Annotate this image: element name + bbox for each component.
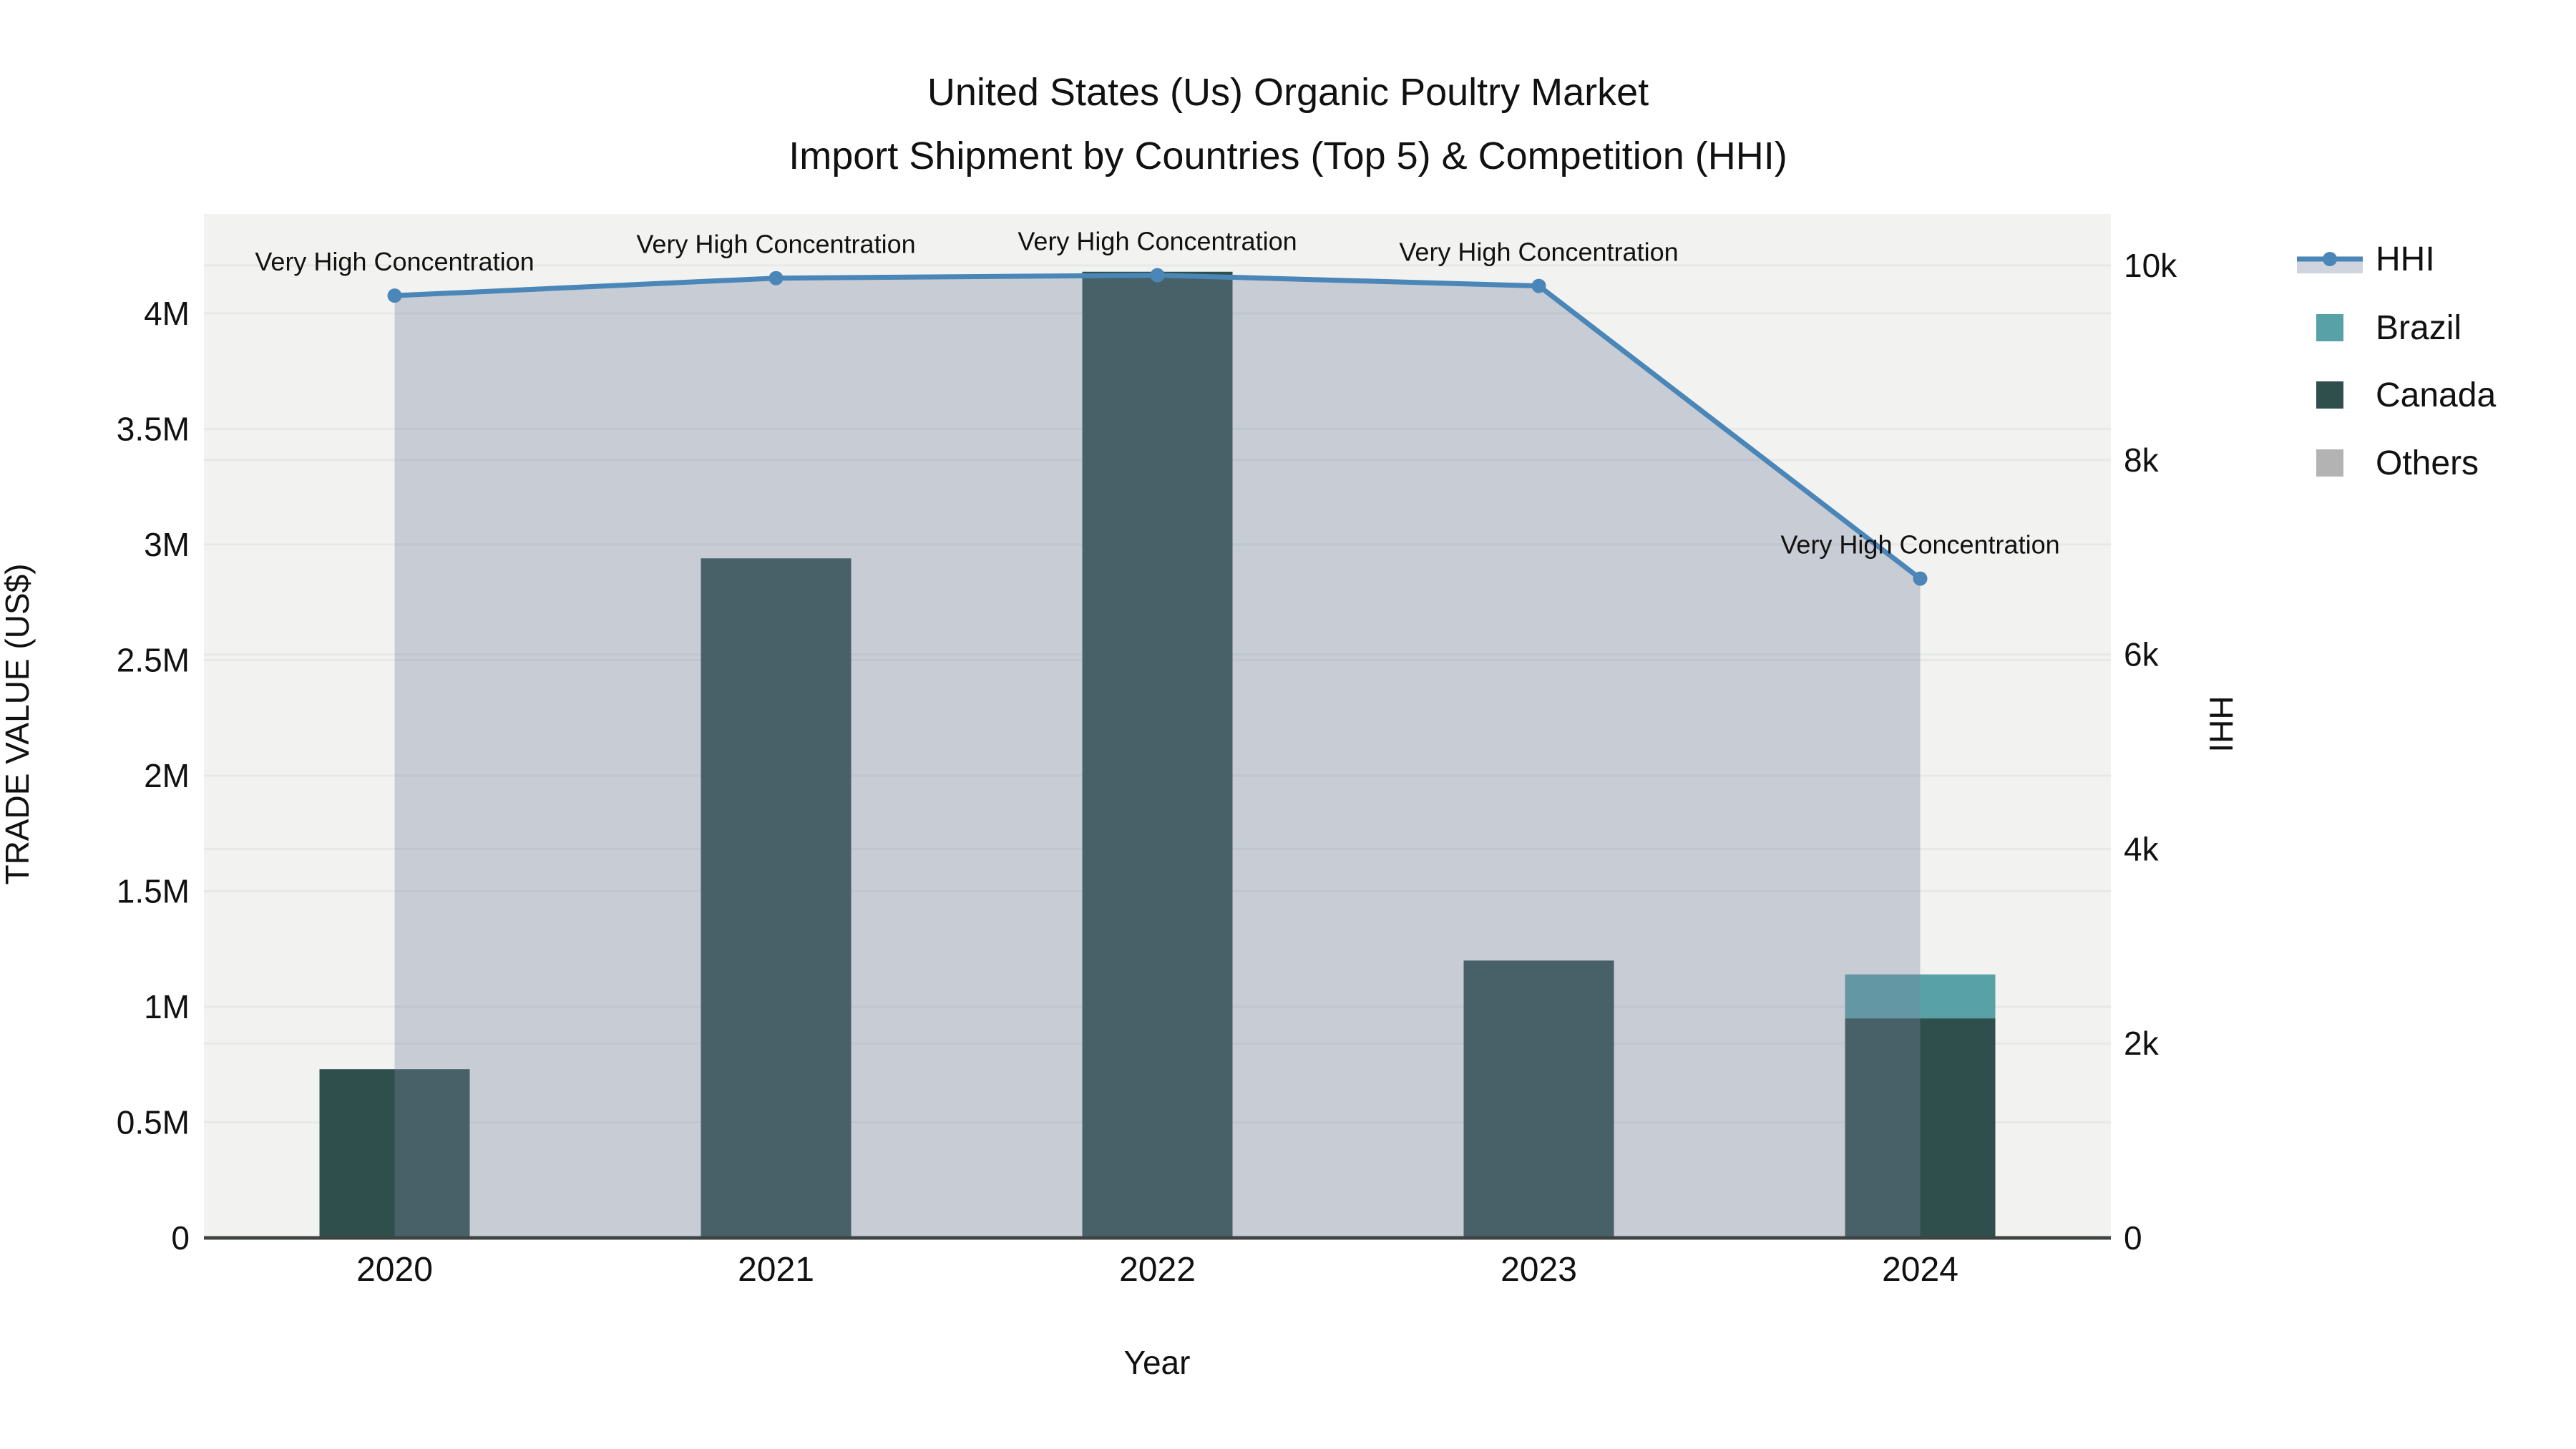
left-tick-2M: 2M xyxy=(144,757,190,794)
legend-swatch-brazil xyxy=(2316,314,2343,341)
x-tick-2022: 2022 xyxy=(1119,1251,1196,1289)
y-axis-title-right: HHI xyxy=(2202,696,2240,752)
hhi-area-fill xyxy=(394,275,1921,1239)
legend-hhi-area-swatch xyxy=(2297,260,2363,273)
x-tick-2023: 2023 xyxy=(1501,1251,1577,1289)
hhi-marker-2022[interactable] xyxy=(1150,268,1165,283)
legend-label-canada: Canada xyxy=(2376,376,2496,414)
legend-label-brazil: Brazil xyxy=(2376,309,2462,347)
hhi-marker-2024[interactable] xyxy=(1913,571,1928,586)
right-tick-0: 0 xyxy=(2124,1219,2142,1257)
right-tick-6k: 6k xyxy=(2124,636,2160,673)
left-tick-0: 0 xyxy=(171,1219,190,1257)
x-axis-title: Year xyxy=(1124,1344,1191,1381)
left-tick-3M: 3M xyxy=(144,526,190,563)
right-tick-2k: 2k xyxy=(2124,1025,2160,1062)
legend-hhi-marker xyxy=(2323,252,2337,266)
bar-canada-2020[interactable] xyxy=(319,1069,470,1238)
hhi-marker-2021[interactable] xyxy=(769,270,784,286)
y-axis-title-left: TRADE VALUE (US$) xyxy=(0,563,36,884)
hhi-marker-2020[interactable] xyxy=(387,288,402,303)
bar-canada-2021[interactable] xyxy=(701,558,852,1238)
x-tick-2021: 2021 xyxy=(738,1251,814,1289)
x-tick-2020: 2020 xyxy=(356,1251,433,1289)
bar-canada-2024[interactable] xyxy=(1845,1018,1996,1238)
left-tick-0.5M: 0.5M xyxy=(117,1103,190,1141)
hhi-marker-2023[interactable] xyxy=(1531,278,1546,293)
legend-swatch-canada xyxy=(2316,381,2343,409)
x-tick-2024: 2024 xyxy=(1882,1251,1958,1289)
left-tick-1.5M: 1.5M xyxy=(117,872,190,909)
legend-item-hhi[interactable]: HHI xyxy=(2297,240,2435,278)
annotation-2024: Very High Concentration xyxy=(1780,530,2059,560)
left-tick-3.5M: 3.5M xyxy=(117,410,190,447)
legend-item-brazil[interactable]: Brazil xyxy=(2316,309,2462,347)
annotation-2023: Very High Concentration xyxy=(1399,238,1678,267)
annotation-2022: Very High Concentration xyxy=(1018,227,1297,256)
right-tick-8k: 8k xyxy=(2124,441,2160,479)
left-tick-2.5M: 2.5M xyxy=(117,641,190,678)
right-tick-10k: 10k xyxy=(2124,247,2177,284)
legend-label-others: Others xyxy=(2376,444,2479,482)
right-tick-4k: 4k xyxy=(2124,830,2160,867)
left-tick-1M: 1M xyxy=(144,988,190,1025)
left-tick-4M: 4M xyxy=(144,295,190,332)
bar-canada-2023[interactable] xyxy=(1463,960,1614,1238)
annotation-2021: Very High Concentration xyxy=(636,230,915,259)
chart-title-line1: United States (Us) Organic Poultry Marke… xyxy=(927,71,1649,114)
bar-canada-2022[interactable] xyxy=(1082,271,1233,1238)
annotation-2020: Very High Concentration xyxy=(255,247,534,276)
bar-brazil-2024[interactable] xyxy=(1845,974,1996,1019)
legend-swatch-others xyxy=(2316,449,2343,477)
legend-item-others[interactable]: Others xyxy=(2316,444,2479,482)
legend-item-canada[interactable]: Canada xyxy=(2316,376,2496,414)
legend-label-hhi: HHI xyxy=(2376,240,2435,278)
chart-title-line2: Import Shipment by Countries (Top 5) & C… xyxy=(789,135,1787,177)
